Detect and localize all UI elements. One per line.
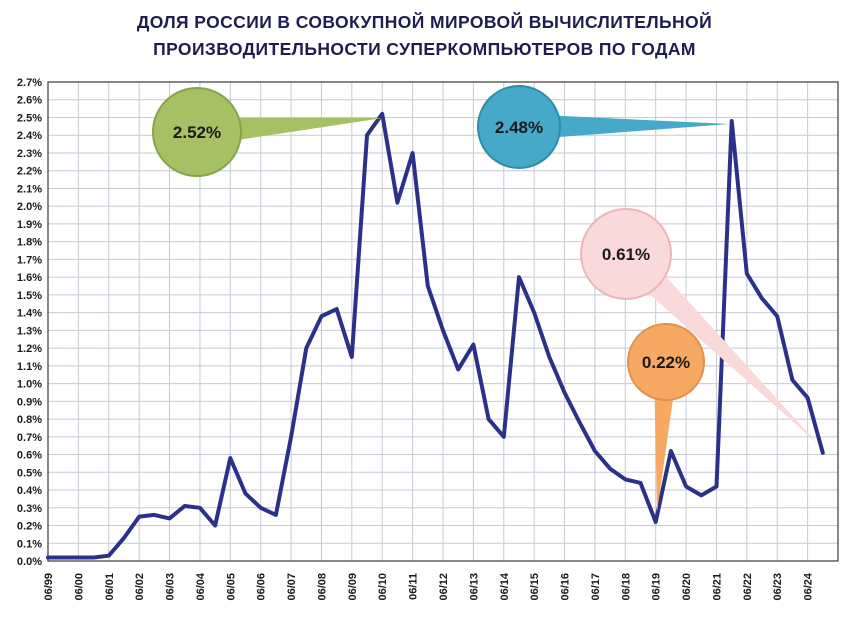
annotation-bubble bbox=[580, 208, 672, 300]
y-axis-label: 2.6% bbox=[17, 95, 42, 107]
x-axis-label: 06/09 bbox=[347, 573, 359, 601]
y-axis-label: 0.5% bbox=[17, 467, 42, 479]
x-axis-label: 06/15 bbox=[529, 573, 541, 601]
chart-title: ДОЛЯ РОССИИ В СОВОКУПНОЙ МИРОВОЙ ВЫЧИСЛИ… bbox=[0, 0, 849, 72]
x-axis-label: 06/14 bbox=[499, 572, 511, 600]
annotation-value: 2.48% bbox=[495, 118, 543, 137]
y-axis-label: 0.3% bbox=[17, 503, 42, 515]
annotation-value: 0.22% bbox=[642, 353, 690, 372]
x-axis-label: 06/06 bbox=[256, 573, 268, 601]
annotation-callout: 2.52% bbox=[152, 87, 383, 177]
y-axis-label: 0.9% bbox=[17, 396, 42, 408]
x-axis-label: 06/02 bbox=[134, 573, 146, 601]
y-axis-label: 0.6% bbox=[17, 450, 42, 462]
x-axis-label: 06/13 bbox=[468, 573, 480, 601]
annotation-callout: 0.22% bbox=[627, 323, 705, 512]
annotation-callout: 0.61% bbox=[580, 208, 818, 444]
y-axis-label: 0.1% bbox=[17, 538, 42, 550]
x-axis-label: 06/07 bbox=[286, 573, 298, 601]
x-axis-label: 06/20 bbox=[681, 573, 693, 601]
y-axis-label: 0.4% bbox=[17, 485, 42, 497]
y-axis-label: 1.6% bbox=[17, 272, 42, 284]
x-axis-label: 06/00 bbox=[73, 573, 85, 601]
y-axis-label: 1.8% bbox=[17, 237, 42, 249]
y-axis-label: 1.5% bbox=[17, 290, 42, 302]
annotation-bubble bbox=[477, 85, 561, 169]
chart-title-line1: ДОЛЯ РОССИИ В СОВОКУПНОЙ МИРОВОЙ ВЫЧИСЛИ… bbox=[136, 12, 713, 32]
y-axis-label: 1.3% bbox=[17, 325, 42, 337]
annotation-bubble bbox=[152, 87, 242, 177]
y-axis-label: 0.2% bbox=[17, 521, 42, 533]
x-axis-label: 06/16 bbox=[560, 573, 572, 601]
series-line bbox=[46, 111, 825, 560]
x-axis-label: 06/08 bbox=[316, 573, 328, 601]
y-axis-label: 0.7% bbox=[17, 432, 42, 444]
annotation-callout: 2.48% bbox=[477, 85, 729, 169]
x-axis-label: 06/04 bbox=[195, 572, 207, 600]
x-axis-label: 06/05 bbox=[225, 573, 237, 601]
y-axis-label: 1.4% bbox=[17, 308, 42, 320]
annotation-value: 0.61% bbox=[602, 245, 650, 264]
x-axis-label: 06/24 bbox=[803, 572, 815, 600]
y-axis-label: 2.7% bbox=[17, 77, 42, 89]
annotation-bubble bbox=[627, 323, 705, 401]
x-axis-label: 06/01 bbox=[104, 573, 116, 601]
x-axis-label: 06/22 bbox=[742, 573, 754, 601]
y-axis-label: 1.0% bbox=[17, 379, 42, 391]
y-axis-label: 2.2% bbox=[17, 166, 42, 178]
x-axis-labels: 06/99 06/00 06/01 06/02 06/03 06/04 06/05 06/06… bbox=[43, 572, 815, 600]
y-axis-label: 1.1% bbox=[17, 361, 42, 373]
y-axis-label: 1.9% bbox=[17, 219, 42, 231]
y-axis-label: 2.0% bbox=[17, 201, 42, 213]
y-axis-label: 1.2% bbox=[17, 343, 42, 355]
annotation-tail bbox=[615, 243, 818, 444]
x-axis-label: 06/12 bbox=[438, 573, 450, 601]
plot-border bbox=[47, 81, 839, 562]
x-axis-label: 06/03 bbox=[165, 573, 177, 601]
annotation-value: 2.52% bbox=[173, 123, 221, 142]
line-chart: 0.0% 0.1% 0.2% 0.3% 0.4% 0.5% 0.6% 0.7% 0.8% 0.9%… bbox=[17, 77, 839, 601]
y-axis-label: 2.1% bbox=[17, 183, 42, 195]
x-axis-label: 06/21 bbox=[711, 573, 723, 601]
y-axis-labels: 0.0% 0.1% 0.2% 0.3% 0.4% 0.5% 0.6% 0.7% 0.8% 0.9%… bbox=[17, 77, 42, 568]
x-axis-label: 06/18 bbox=[620, 573, 632, 601]
y-axis-label: 0.0% bbox=[17, 556, 42, 568]
annotation-tail bbox=[195, 117, 383, 147]
x-axis-label: 06/99 bbox=[43, 573, 55, 601]
x-axis-label: 06/17 bbox=[590, 573, 602, 601]
x-axis-label: 06/10 bbox=[377, 573, 389, 601]
y-axis-label: 2.4% bbox=[17, 130, 42, 142]
annotation-tail bbox=[518, 113, 729, 141]
y-axis-label: 1.7% bbox=[17, 254, 42, 266]
chart-title-line2: ПРОИЗВОДИТЕЛЬНОСТИ СУПЕРКОМПЬЮТЕРОВ ПО Г… bbox=[153, 39, 696, 60]
y-axis-label: 2.3% bbox=[17, 148, 42, 160]
y-axis-label: 0.8% bbox=[17, 414, 42, 426]
x-axis-label: 06/19 bbox=[651, 573, 663, 601]
x-axis-label: 06/11 bbox=[408, 573, 420, 600]
x-axis-label: 06/23 bbox=[772, 573, 784, 601]
y-axis-label: 2.5% bbox=[17, 112, 42, 124]
